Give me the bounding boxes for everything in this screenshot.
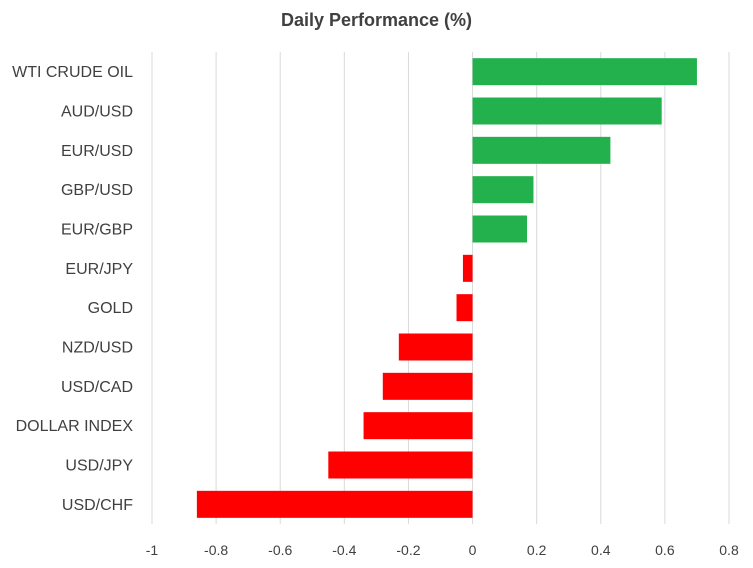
x-tick-label: 0.8 [719, 542, 739, 558]
x-tick-label: -0.6 [268, 542, 292, 558]
x-tick-label: 0.6 [655, 542, 675, 558]
category-label: USD/CAD [61, 379, 133, 396]
bar [472, 176, 534, 204]
bar [328, 451, 473, 479]
x-tick-label: -0.2 [396, 542, 420, 558]
category-label: NZD/USD [62, 340, 133, 357]
bar [382, 372, 473, 400]
category-label: EUR/JPY [65, 261, 133, 278]
category-label: GBP/USD [61, 182, 133, 199]
bar [462, 254, 473, 282]
x-tick-label: -0.8 [204, 542, 228, 558]
x-tick-label: 0.2 [527, 542, 547, 558]
category-label: AUD/USD [61, 104, 133, 121]
x-tick-label: 0.4 [591, 542, 611, 558]
bar [472, 97, 662, 125]
x-tick-label: -0.4 [332, 542, 356, 558]
x-tick-labels: -1 -0.8 -0.6 -0.4 -0.2 0 0.2 0.4 0.6 0.8 [146, 542, 739, 558]
bar [398, 333, 473, 361]
chart-title: Daily Performance (%) [280, 10, 473, 30]
bar [363, 412, 473, 440]
grid-lines [151, 52, 730, 524]
category-label: USD/JPY [65, 458, 133, 475]
bars [196, 58, 697, 518]
x-tick-label: -1 [146, 542, 159, 558]
x-tick-label: 0 [469, 542, 477, 558]
category-label: GOLD [88, 300, 133, 317]
category-label: USD/CHF [62, 497, 133, 514]
category-label: EUR/GBP [61, 222, 133, 239]
category-label: DOLLAR INDEX [16, 418, 134, 435]
bar [456, 294, 473, 322]
bar [472, 58, 697, 86]
category-labels: WTI CRUDE OIL AUD/USD EUR/USD GBP/USD EUR/GB… [12, 64, 133, 514]
category-label: EUR/USD [61, 143, 133, 160]
bar [472, 136, 611, 164]
bar [472, 215, 528, 243]
bar [196, 490, 473, 518]
category-label: WTI CRUDE OIL [12, 64, 133, 81]
